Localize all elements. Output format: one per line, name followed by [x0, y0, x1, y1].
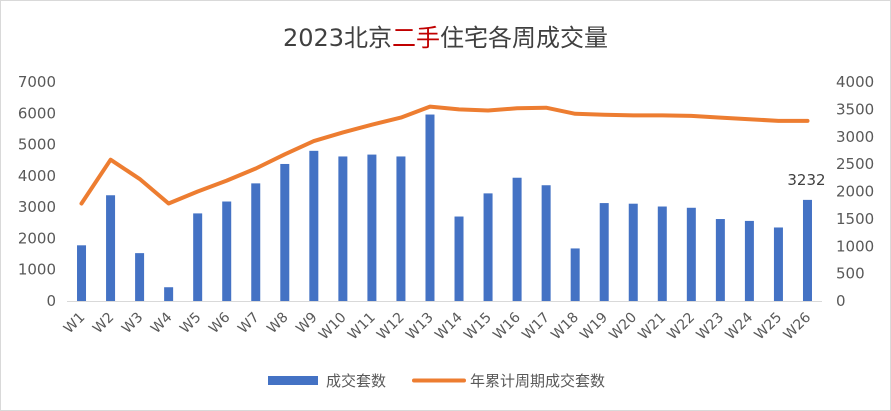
bar-W2 [106, 195, 116, 301]
bar-W14 [454, 216, 464, 301]
bar-W15 [483, 193, 493, 301]
legend-label-bar: 成交套数 [326, 372, 386, 390]
bar-W26 [802, 199, 812, 301]
bar-W17 [541, 185, 551, 301]
y-right-tick-label: 1500 [836, 210, 874, 228]
bar-W25 [773, 227, 783, 301]
bar-W3 [135, 253, 145, 301]
bar-W7 [251, 183, 261, 301]
bar-W1 [77, 245, 87, 301]
bar-W24 [744, 220, 754, 301]
data-label-W26: 3232 [787, 171, 825, 189]
y-left-tick-label: 4000 [18, 167, 56, 185]
cumulative-line [79, 104, 810, 206]
bar-W20 [628, 203, 638, 301]
y-left-tick-label: 1000 [18, 261, 56, 279]
bar-W19 [599, 203, 609, 301]
bar-W9 [309, 150, 319, 301]
y-left-tick-label: 0 [46, 292, 56, 310]
bar-W6 [222, 201, 232, 301]
y-left-tick-label: 2000 [18, 229, 56, 247]
y-right-tick-label: 3500 [836, 100, 874, 118]
bar-W4 [164, 287, 174, 301]
y-left-tick-label: 3000 [18, 198, 56, 216]
bar-W22 [686, 207, 696, 301]
legend-swatch-bar [268, 376, 318, 385]
y-left-tick-label: 7000 [18, 73, 56, 91]
bar-W11 [367, 154, 377, 301]
bar-W8 [280, 163, 290, 301]
chart-title-part-2: 二手 [392, 24, 440, 52]
y-right-tick-label: 500 [836, 265, 865, 283]
data-labels: 3232 [787, 171, 825, 189]
bar-W21 [657, 206, 667, 301]
y-right-tick-label: 1000 [836, 237, 874, 255]
bar-W13 [425, 114, 435, 301]
bar-W16 [512, 177, 522, 301]
chart-title-part-1: 2023北京 [283, 24, 392, 52]
y-right-axis: 0 500 1000 1500 2000 2500 3000 3500 4000 [836, 73, 874, 310]
y-right-tick-label: 4000 [836, 73, 874, 91]
bar-series [77, 114, 812, 301]
bar-W5 [193, 213, 203, 301]
y-left-tick-label: 5000 [18, 136, 56, 154]
line-series-group [79, 104, 810, 206]
chart-title: 2023北京二手住宅各周成交量 [283, 24, 608, 52]
y-left-axis: 0 1000 2000 3000 4000 5000 6000 7000 [18, 73, 56, 310]
y-right-tick-label: 0 [836, 292, 846, 310]
legend-label-line: 年累计周期成交套数 [470, 372, 605, 390]
legend: 成交套数 年累计周期成交套数 [268, 372, 605, 390]
bar-W10 [338, 156, 348, 301]
y-right-tick-label: 2000 [836, 183, 874, 201]
y-right-tick-label: 3000 [836, 128, 874, 146]
bar-W12 [396, 156, 406, 301]
chart-title-part-3: 住宅各周成交量 [440, 24, 608, 52]
y-right-tick-label: 2500 [836, 155, 874, 173]
bar-W23 [715, 219, 725, 301]
bar-W18 [570, 248, 580, 301]
y-left-tick-label: 6000 [18, 104, 56, 122]
